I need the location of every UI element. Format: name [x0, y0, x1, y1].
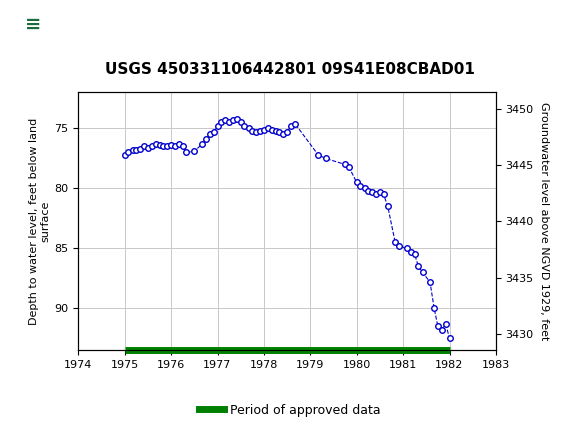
Legend: Period of approved data: Period of approved data: [194, 399, 386, 421]
Text: USGS: USGS: [78, 17, 125, 32]
Text: ≡: ≡: [26, 15, 42, 34]
Text: USGS 450331106442801 09S41E08CBAD01: USGS 450331106442801 09S41E08CBAD01: [105, 62, 475, 77]
Y-axis label: Depth to water level, feet below land
surface: Depth to water level, feet below land su…: [28, 118, 50, 325]
FancyBboxPatch shape: [5, 4, 68, 46]
Y-axis label: Groundwater level above NGVD 1929, feet: Groundwater level above NGVD 1929, feet: [539, 102, 549, 341]
